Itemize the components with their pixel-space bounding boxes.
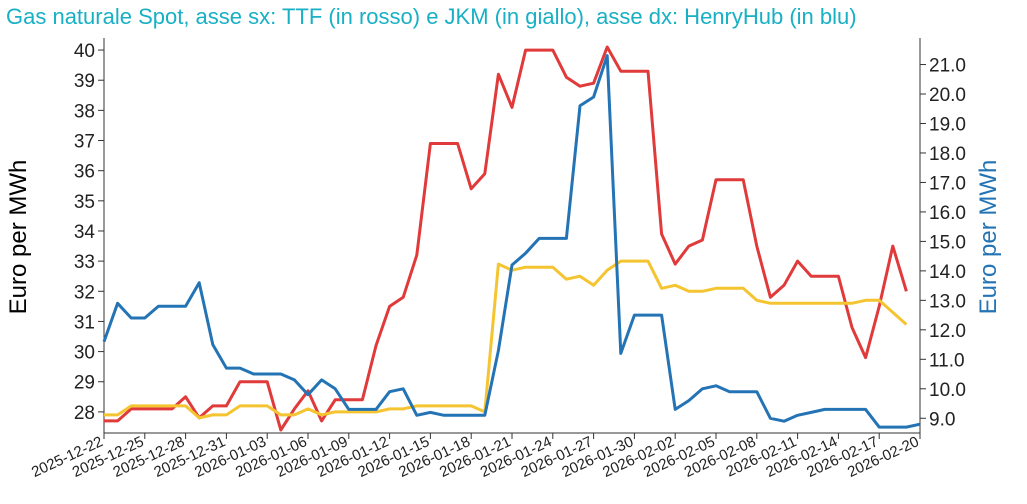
y-tick-label-right: 15.0 (929, 232, 966, 253)
y-tick-label-right: 17.0 (929, 173, 966, 194)
y-tick-label-right: 13.0 (929, 291, 966, 312)
y-tick-label-right: 18.0 (929, 144, 966, 165)
y-tick-label-left: 39 (74, 71, 95, 92)
y-tick-label-right: 9.0 (929, 409, 955, 430)
chart-title: Gas naturale Spot, asse sx: TTF (in ross… (6, 4, 857, 29)
y-tick-label-left: 37 (74, 132, 95, 153)
y-tick-label-right: 21.0 (929, 56, 966, 77)
y-tick-label-left: 38 (74, 101, 95, 122)
y-tick-label-right: 12.0 (929, 321, 966, 342)
y-tick-label-right: 20.0 (929, 85, 966, 106)
series-lines-group (102, 45, 921, 432)
y-tick-label-left: 40 (74, 41, 95, 62)
y-tick-label-right: 16.0 (929, 203, 966, 224)
y-tick-label-right: 10.0 (929, 380, 966, 401)
y-axis-label-left: Euro per MWh (5, 160, 32, 315)
series-line-jkm (104, 259, 908, 420)
y-tick-label-left: 30 (74, 343, 95, 364)
y-tick-label-left: 29 (74, 373, 95, 394)
y-axis-label-right: Euro per MWh (975, 160, 1002, 315)
y-tick-label-left: 32 (74, 282, 95, 303)
y-tick-label-left: 28 (74, 403, 95, 424)
y-tick-label-left: 34 (74, 222, 96, 243)
axes-group: 28 29 30 31 32 33 34 35 36 37 38 39 40 9.0 10.0 11.0 12.… (29, 38, 966, 481)
y-tick-label-right: 14.0 (929, 262, 966, 283)
y-tick-label-left: 36 (74, 162, 95, 183)
series-line-henryhub (102, 54, 921, 429)
y-tick-label-right: 19.0 (929, 114, 966, 135)
y-tick-label-left: 35 (74, 192, 95, 213)
y-tick-label-left: 31 (74, 312, 95, 333)
y-tick-label-left: 33 (74, 252, 95, 273)
series-line-ttf (104, 45, 908, 432)
y-tick-label-right: 11.0 (929, 350, 965, 371)
